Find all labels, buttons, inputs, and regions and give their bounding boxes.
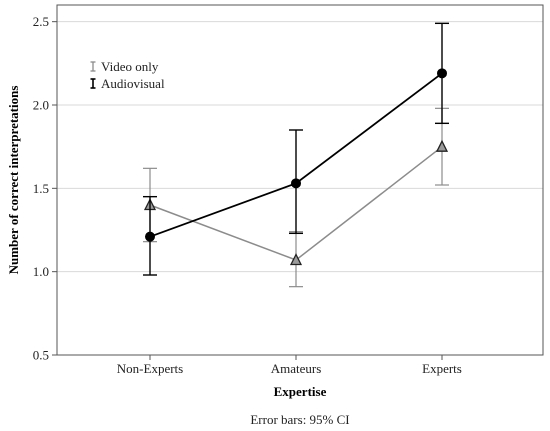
point-video-only-experts xyxy=(435,139,449,152)
x-axis-title: Expertise xyxy=(274,384,327,399)
x-tick-label-amateurs: Amateurs xyxy=(271,361,322,376)
y-tick-label-4: 2.5 xyxy=(33,14,49,29)
series-layer xyxy=(143,22,449,288)
y-tick-label-3: 2.0 xyxy=(33,98,49,113)
y-axis-ticks: 0.5 1.0 1.5 2.0 2.5 xyxy=(33,14,57,363)
y-axis-title: Number of correct interpretations xyxy=(6,86,21,275)
x-tick-label-experts: Experts xyxy=(422,361,462,376)
point-audiovisual-amateurs xyxy=(291,178,301,189)
x-tick-label-non-experts: Non-Experts xyxy=(117,361,183,376)
point-audiovisual-non-experts xyxy=(145,231,155,242)
legend-item-audiovisual: Audiovisual xyxy=(90,76,165,91)
legend-label-video-only: Video only xyxy=(101,59,159,74)
error-bars-note: Error bars: 95% CI xyxy=(250,412,349,427)
y-tick-label-1: 1.0 xyxy=(33,264,49,279)
y-tick-label-2: 1.5 xyxy=(33,181,49,196)
legend-label-audiovisual: Audiovisual xyxy=(101,76,165,91)
plot-area xyxy=(56,4,544,356)
series-audiovisual xyxy=(143,22,449,276)
legend-item-video-only: Video only xyxy=(90,59,159,74)
point-audiovisual-experts xyxy=(437,68,447,79)
legend: Video only Audiovisual xyxy=(90,59,165,91)
point-video-only-amateurs xyxy=(289,253,303,266)
x-axis-ticks: Non-Experts Amateurs Experts xyxy=(117,355,462,376)
y-tick-label-0: 0.5 xyxy=(33,348,49,363)
